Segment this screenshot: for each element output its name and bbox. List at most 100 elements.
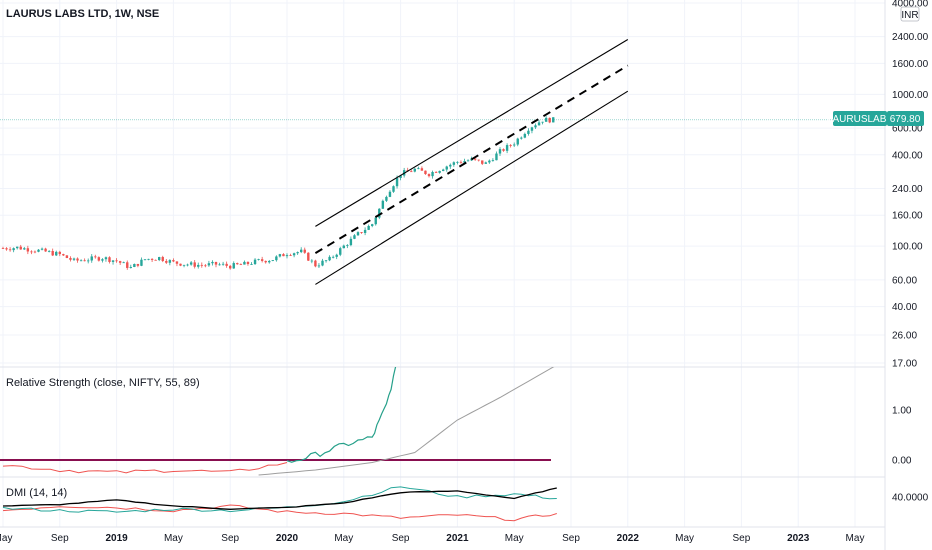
candle-body [342, 245, 345, 249]
candle-body [395, 177, 399, 187]
candle-body [360, 232, 363, 233]
candle-body [30, 251, 33, 253]
candle-body [530, 127, 534, 131]
candle-body [346, 245, 349, 246]
price-axis[interactable]: 4000.00 2400.00 1600.00 1000.00 600.00 400.00… [892, 0, 929, 504]
candle-body [72, 258, 76, 260]
candle-body [179, 263, 182, 266]
candle-body [90, 256, 93, 261]
candle-body [502, 149, 505, 151]
candle-body [520, 137, 523, 139]
time-tick: 2023 [787, 533, 810, 544]
price-channel[interactable] [314, 39, 629, 285]
candle-body [168, 260, 172, 263]
candle-body [385, 196, 388, 201]
candle-body [143, 259, 147, 261]
channel-upper-line[interactable] [315, 39, 629, 227]
symbol-badge[interactable] [833, 111, 887, 126]
candle-body [5, 248, 8, 250]
candle-body [314, 260, 317, 267]
candle-body [328, 256, 331, 261]
rs-line-positive [286, 367, 397, 463]
candle-body [246, 261, 250, 265]
price-tick: 100.00 [892, 242, 923, 253]
candle-body [285, 255, 289, 257]
candle-body [161, 257, 164, 261]
candle-body [449, 164, 452, 167]
candle-body [225, 263, 228, 266]
dmi-panel[interactable] [2, 486, 557, 522]
candle-body [544, 117, 548, 122]
time-tick: May [675, 533, 694, 544]
candle-body [516, 138, 519, 145]
candle-body [452, 162, 456, 165]
candle-body [374, 217, 377, 225]
candle-body [257, 259, 260, 260]
candle-body [388, 191, 392, 197]
candle-body [55, 251, 58, 256]
candle-body [349, 238, 353, 246]
candle-body [275, 256, 278, 261]
candle-body [26, 248, 30, 252]
candle-body [140, 259, 143, 266]
candle-body [12, 248, 15, 251]
price-tick: 4000.00 [892, 0, 929, 10]
candle-body [126, 262, 129, 268]
candles [1, 116, 555, 270]
currency-label: INR [901, 10, 918, 21]
candle-body [253, 259, 257, 265]
candle-body [456, 161, 459, 163]
chart-title: LAURUS LABS LTD, 1W, NSE [6, 8, 159, 20]
time-axis[interactable]: May Sep 2019 May Sep 2020 May Sep 2021 May Sep 2022… [0, 533, 864, 544]
dmi-minus-di-line [2, 504, 557, 522]
candle-body [534, 125, 537, 128]
price-badge[interactable] [887, 111, 924, 126]
dmi-plus-di-line [2, 486, 557, 513]
candle-body [150, 258, 154, 260]
relative-strength-panel[interactable] [0, 350, 557, 476]
candle-body [33, 251, 37, 253]
candle-body [367, 225, 370, 230]
candle-body [47, 250, 51, 252]
candle-body [16, 246, 19, 249]
candle-body [236, 263, 239, 265]
candle-body [186, 264, 189, 266]
candle-body [289, 255, 292, 256]
time-tick: 2019 [105, 533, 128, 544]
candle-body [271, 260, 274, 262]
candle-body [324, 260, 328, 262]
price-tick: 600.00 [892, 124, 923, 135]
candle-body [466, 160, 470, 162]
candle-body [513, 144, 516, 146]
grid [0, 0, 885, 527]
candle-body [104, 257, 108, 260]
candle-body [200, 264, 203, 266]
candle-body [23, 248, 26, 250]
candle-body [65, 255, 69, 259]
currency-box[interactable] [900, 6, 920, 22]
candle-body [204, 265, 207, 267]
candle-body [218, 264, 221, 266]
candle-body [420, 168, 424, 171]
price-badge-label: 679.80 [890, 114, 921, 125]
candle-body [310, 260, 314, 262]
candle-body [243, 261, 246, 265]
candle-body [197, 264, 200, 267]
candle-body [264, 260, 267, 263]
candle-body [537, 122, 541, 126]
candle-body [175, 261, 179, 264]
time-tick: May [846, 533, 865, 544]
channel-middle-line[interactable] [314, 64, 629, 254]
candle-body [292, 253, 296, 256]
candle-body [129, 267, 132, 268]
candle-body [229, 265, 232, 269]
candle-body [424, 170, 427, 175]
candle-body [207, 263, 211, 266]
candle-body [307, 252, 310, 261]
candle-body [101, 259, 104, 261]
candle-body [8, 249, 12, 251]
channel-lower-line[interactable] [315, 90, 629, 285]
candle-body [548, 117, 551, 123]
candle-body [413, 168, 416, 172]
